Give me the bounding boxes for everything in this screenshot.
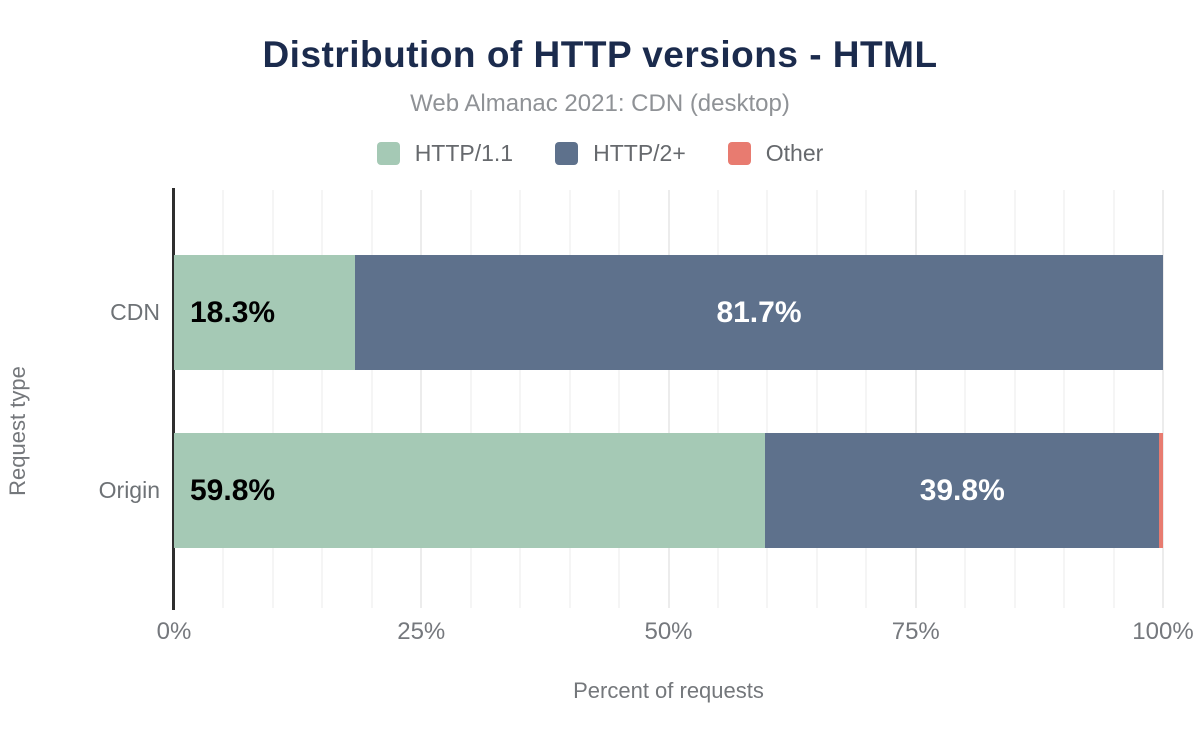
gridline: [667, 190, 670, 608]
gridline: [222, 190, 225, 608]
gridline: [865, 190, 868, 608]
legend-item: Other: [727, 140, 824, 167]
x-tick-label: 50%: [644, 618, 693, 645]
gridline: [271, 190, 274, 608]
bar-value-label: 18.3%: [190, 295, 276, 329]
gridline: [1162, 190, 1164, 608]
legend-label: HTTP/2+: [593, 140, 686, 166]
gridline: [914, 190, 917, 608]
legend-swatch-icon: [376, 142, 400, 165]
legend-item: HTTP/1.1: [376, 140, 514, 167]
gridline: [420, 190, 423, 608]
bar-row-origin: 59.8% 39.8%: [174, 433, 1163, 548]
x-tick-label: 75%: [891, 618, 940, 645]
gridline: [469, 190, 472, 608]
legend-label: HTTP/1.1: [414, 140, 514, 166]
category-label-origin: Origin: [98, 477, 160, 503]
gridline: [321, 190, 324, 608]
gridline: [1013, 190, 1016, 608]
bar-segment: [1159, 433, 1163, 548]
gridline: [618, 190, 621, 608]
gridline: [766, 190, 769, 608]
x-axis-title: Percent of requests: [573, 678, 764, 703]
bar-row-cdn: 18.3% 81.7%: [174, 255, 1163, 370]
bar-value-label: 39.8%: [919, 473, 1005, 507]
bar-value-label: 59.8%: [190, 473, 276, 507]
legend: HTTP/1.1 HTTP/2+ Other: [0, 140, 1200, 167]
x-tick-label: 100%: [1132, 618, 1194, 645]
x-tick-label: 25%: [397, 618, 446, 645]
category-label-cdn: CDN: [110, 299, 160, 325]
y-axis-line: [172, 188, 175, 610]
gridline: [519, 190, 522, 608]
gridline: [716, 190, 719, 608]
legend-swatch-icon: [555, 142, 579, 165]
chart-subtitle: Web Almanac 2021: CDN (desktop): [410, 90, 790, 117]
legend-swatch-icon: [727, 142, 751, 165]
bar-segment: 59.8%: [174, 433, 766, 548]
bar-segment: 39.8%: [765, 433, 1160, 548]
gridline: [568, 190, 571, 608]
chart-title: Distribution of HTTP versions - HTML: [262, 34, 938, 75]
plot-area: 18.3% 81.7% 59.8% 39.8%: [174, 190, 1164, 608]
gridline: [1112, 190, 1115, 608]
gridline: [815, 190, 818, 608]
legend-label: Other: [765, 140, 824, 166]
bar-segment: 81.7%: [354, 255, 1163, 370]
bar-value-label: 81.7%: [716, 295, 802, 329]
gridline: [1063, 190, 1066, 608]
gridline: [370, 190, 373, 608]
bar-segment: 18.3%: [174, 255, 355, 370]
gridline: [964, 190, 967, 608]
x-tick-label: 0%: [156, 618, 192, 645]
legend-item: HTTP/2+: [555, 140, 686, 167]
